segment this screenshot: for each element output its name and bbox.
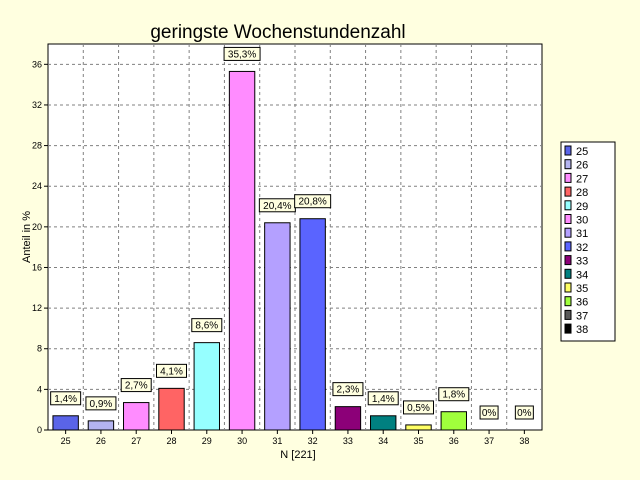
legend-label: 30 bbox=[576, 215, 588, 227]
y-tick-label: 24 bbox=[32, 181, 42, 191]
bar bbox=[87, 420, 115, 431]
x-tick-label: 25 bbox=[61, 436, 71, 446]
legend-label: 34 bbox=[576, 269, 588, 281]
data-label: 4,1% bbox=[160, 366, 183, 377]
legend-swatch bbox=[564, 241, 572, 252]
legend-label: 27 bbox=[576, 173, 588, 185]
data-label-box bbox=[120, 378, 152, 393]
bar bbox=[440, 411, 467, 431]
y-tick-label: 4 bbox=[37, 384, 42, 394]
legend-swatch bbox=[564, 268, 572, 279]
data-label-box bbox=[191, 318, 223, 333]
x-tick-label: 26 bbox=[96, 436, 106, 446]
data-label: 1,8% bbox=[442, 390, 465, 401]
bar bbox=[264, 222, 291, 431]
bar bbox=[299, 218, 326, 431]
data-label-box bbox=[438, 387, 470, 402]
data-label-box bbox=[367, 391, 399, 406]
data-label: 2,7% bbox=[125, 381, 148, 392]
data-label: 8,6% bbox=[195, 321, 218, 332]
legend-label: 33 bbox=[576, 256, 588, 268]
legend-label: 28 bbox=[576, 187, 588, 199]
bar bbox=[370, 415, 397, 431]
data-label: 1,4% bbox=[54, 394, 77, 405]
y-tick-label: 20 bbox=[32, 222, 42, 232]
data-label: 20,8% bbox=[298, 197, 326, 208]
x-tick-label: 37 bbox=[484, 436, 494, 446]
data-label-box bbox=[403, 400, 434, 415]
data-label: 1,4% bbox=[372, 394, 395, 405]
data-label: 20,4% bbox=[263, 201, 291, 212]
data-label-box bbox=[294, 194, 332, 209]
legend-swatch bbox=[564, 227, 572, 238]
x-axis-label: N [221] bbox=[280, 449, 315, 461]
data-label-box bbox=[479, 405, 499, 420]
legend-swatch bbox=[564, 282, 572, 293]
chart-title: geringste Wochenstundenzahl bbox=[150, 22, 405, 43]
x-tick-label: 33 bbox=[343, 436, 353, 446]
legend-swatch bbox=[564, 186, 572, 197]
legend-label: 25 bbox=[576, 146, 588, 158]
data-label: 0% bbox=[482, 408, 497, 419]
legend-label: 26 bbox=[576, 160, 588, 172]
data-label-box bbox=[223, 46, 261, 61]
legend-swatch bbox=[564, 200, 572, 211]
x-tick-label: 34 bbox=[378, 436, 388, 446]
x-tick-label: 31 bbox=[272, 436, 282, 446]
data-label-box bbox=[156, 363, 187, 378]
legend-swatch bbox=[564, 255, 572, 266]
legend-label: 32 bbox=[576, 242, 588, 254]
legend-label: 29 bbox=[576, 201, 588, 213]
y-tick-label: 16 bbox=[32, 262, 42, 272]
legend-label: 38 bbox=[576, 324, 588, 336]
legend-swatch bbox=[564, 145, 572, 156]
y-tick-label: 12 bbox=[32, 303, 42, 313]
y-tick-label: 32 bbox=[32, 100, 42, 110]
data-labels: 1,4% 0,9% 2,7% 4,1% 8,6% 35,3% 20,4% 20,8% 2,3% 1… bbox=[50, 46, 534, 420]
bar bbox=[334, 406, 362, 431]
legend-swatch bbox=[564, 159, 572, 170]
legend-swatch bbox=[564, 172, 572, 183]
legend-label: 31 bbox=[576, 228, 588, 240]
x-tick-label: 27 bbox=[131, 436, 141, 446]
data-label-box bbox=[50, 391, 82, 406]
legend-swatch bbox=[564, 214, 572, 224]
legend-label: 37 bbox=[576, 310, 588, 322]
x-tick-label: 38 bbox=[519, 436, 529, 446]
x-tick-label: 28 bbox=[166, 436, 176, 446]
bar bbox=[123, 402, 150, 431]
grid-lines bbox=[48, 44, 542, 430]
bar bbox=[52, 415, 79, 431]
data-label: 0,9% bbox=[90, 399, 113, 410]
x-tick-label: 29 bbox=[202, 436, 212, 446]
data-label-box bbox=[332, 382, 364, 397]
x-tick-label: 35 bbox=[413, 436, 423, 446]
legend-swatch bbox=[564, 296, 572, 307]
data-label: 2,3% bbox=[337, 385, 360, 396]
data-label: 0,5% bbox=[407, 403, 430, 414]
data-label: 0% bbox=[517, 408, 532, 419]
data-label-box bbox=[85, 396, 117, 411]
legend-swatch bbox=[564, 309, 572, 320]
y-tick-label: 0 bbox=[37, 425, 42, 435]
legend-label: 36 bbox=[576, 297, 588, 309]
bar bbox=[158, 387, 185, 431]
y-tick-label: 8 bbox=[37, 344, 42, 354]
y-tick-label: 36 bbox=[32, 59, 42, 69]
axis-ticks: 0 4 8 12 16 20 24 28 32 36 25 26 27 28 29 30 31 32 33 34 35 3… bbox=[32, 59, 529, 446]
legend-swatch bbox=[564, 323, 572, 334]
data-label: 35,3% bbox=[228, 49, 256, 60]
bar bbox=[405, 424, 432, 431]
x-tick-label: 30 bbox=[237, 436, 247, 446]
y-axis-label: Anteil in % bbox=[21, 211, 33, 263]
bar bbox=[193, 342, 220, 431]
x-tick-label: 32 bbox=[308, 436, 318, 446]
bar bbox=[228, 70, 256, 431]
x-tick-label: 36 bbox=[449, 436, 459, 446]
y-tick-label: 28 bbox=[32, 141, 42, 151]
legend-label: 35 bbox=[576, 283, 588, 295]
data-label-box bbox=[514, 405, 534, 420]
